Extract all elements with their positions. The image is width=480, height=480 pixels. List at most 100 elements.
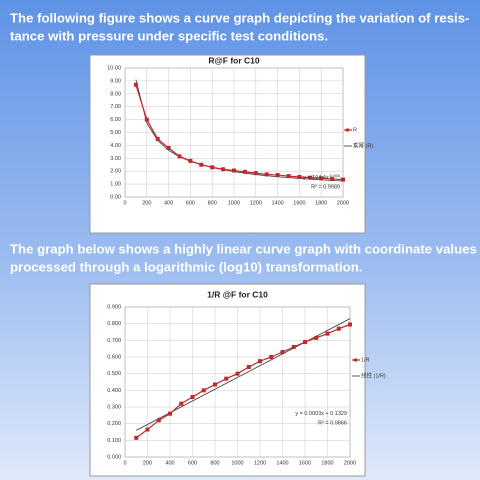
y-tick-label: 6.00 bbox=[110, 117, 121, 123]
x-tick-label: 0 bbox=[123, 460, 126, 466]
data-point bbox=[297, 175, 302, 180]
data-point bbox=[330, 176, 335, 181]
legend-label: 乘幂 (R) bbox=[353, 141, 373, 149]
x-tick-label: 1600 bbox=[293, 200, 305, 206]
r-squared: R² = 0.9866 bbox=[318, 420, 347, 426]
x-tick-label: 1600 bbox=[299, 460, 311, 466]
data-point bbox=[213, 382, 217, 387]
y-tick-label: 0.200 bbox=[107, 421, 121, 427]
data-point bbox=[308, 175, 313, 180]
paragraph-line: processed through a logarithmic (log10) … bbox=[10, 259, 362, 274]
y-tick-label: 0.000 bbox=[107, 454, 121, 460]
equation-exponent: -0.665 bbox=[329, 173, 341, 178]
data-point bbox=[210, 165, 215, 170]
data-point bbox=[319, 176, 324, 181]
y-tick-label: 7.00 bbox=[110, 104, 121, 110]
r-squared: R² = 0.9989 bbox=[311, 184, 340, 190]
x-tick-label: 800 bbox=[208, 200, 217, 206]
y-tick-label: 0.500 bbox=[107, 371, 121, 377]
x-tick-label: 1000 bbox=[231, 460, 243, 466]
y-tick-label: 9.00 bbox=[110, 78, 121, 84]
equation: y = 0.0003x + 0.1329 bbox=[295, 411, 347, 417]
data-point bbox=[280, 350, 285, 354]
x-tick-label: 400 bbox=[164, 200, 173, 206]
y-tick-label: 8.00 bbox=[110, 91, 121, 97]
y-tick-label: 0.400 bbox=[107, 388, 121, 394]
data-point bbox=[269, 355, 274, 359]
y-tick-label: 0.700 bbox=[107, 338, 121, 344]
y-tick-label: 0.900 bbox=[107, 304, 121, 310]
data-point bbox=[291, 345, 296, 349]
data-point bbox=[275, 173, 280, 178]
y-tick-label: 0.100 bbox=[107, 438, 121, 444]
paragraph-line: tance with pressure under specific test … bbox=[10, 28, 328, 43]
x-tick-label: 1200 bbox=[250, 200, 262, 206]
legend-label: R bbox=[353, 127, 357, 133]
equation: y = 194.4x-0.665 bbox=[303, 173, 341, 181]
y-tick-label: 0.00 bbox=[110, 194, 121, 200]
y-tick-label: 10.00 bbox=[107, 65, 121, 71]
data-point bbox=[258, 359, 262, 364]
data-point bbox=[133, 82, 138, 87]
chart-title: 1/R @F for C10 bbox=[207, 289, 268, 299]
data-point bbox=[190, 395, 195, 399]
data-point bbox=[145, 427, 150, 432]
x-tick-label: 800 bbox=[210, 460, 219, 466]
y-tick-label: 0.300 bbox=[107, 404, 121, 410]
x-tick-label: 2000 bbox=[344, 460, 356, 466]
data-point bbox=[224, 376, 229, 381]
x-tick-label: 600 bbox=[186, 200, 195, 206]
legend-label: 线性 (1/R) bbox=[361, 371, 386, 379]
data-point bbox=[348, 322, 352, 327]
x-tick-label: 1800 bbox=[321, 460, 333, 466]
data-point bbox=[264, 172, 269, 177]
x-tick-label: 1200 bbox=[254, 460, 266, 466]
equation-text: y = 194.4x bbox=[303, 175, 329, 181]
paragraph-line: The following figure shows a curve graph… bbox=[10, 10, 469, 25]
data-point bbox=[303, 340, 307, 344]
legend-label: 1/R bbox=[361, 357, 370, 363]
data-point bbox=[166, 145, 171, 150]
data-point bbox=[168, 411, 172, 416]
legend-swatch bbox=[354, 358, 357, 362]
y-tick-label: 1.00 bbox=[110, 182, 121, 188]
x-tick-label: 1000 bbox=[228, 200, 240, 206]
data-point bbox=[341, 177, 345, 182]
data-point bbox=[144, 117, 149, 122]
chart-title: R@F for C10 bbox=[208, 55, 260, 65]
y-tick-label: 2.00 bbox=[110, 169, 121, 175]
data-point bbox=[286, 174, 291, 179]
y-tick-label: 4.00 bbox=[110, 143, 121, 149]
x-tick-label: 200 bbox=[143, 460, 152, 466]
legend-swatch bbox=[346, 128, 349, 132]
y-tick-label: 0.600 bbox=[107, 354, 121, 360]
data-point bbox=[246, 365, 251, 369]
data-point bbox=[253, 171, 258, 176]
x-tick-label: 0 bbox=[123, 200, 126, 206]
equation-text: y = 0.0003x + 0.1329 bbox=[295, 411, 347, 417]
x-tick-label: 1800 bbox=[315, 200, 327, 206]
data-point bbox=[314, 335, 319, 340]
x-tick-label: 1400 bbox=[271, 200, 283, 206]
data-point bbox=[201, 388, 206, 393]
y-tick-label: 0.800 bbox=[107, 321, 121, 327]
data-point bbox=[325, 331, 330, 336]
paragraph-line: The graph below shows a highly linear cu… bbox=[10, 241, 477, 256]
data-point bbox=[221, 167, 226, 172]
data-point bbox=[134, 435, 139, 440]
y-tick-label: 3.00 bbox=[110, 156, 121, 162]
data-point bbox=[177, 154, 182, 159]
x-tick-label: 2000 bbox=[337, 200, 349, 206]
data-point bbox=[155, 136, 160, 141]
data-point bbox=[235, 371, 240, 376]
data-point bbox=[179, 401, 184, 406]
data-point bbox=[336, 326, 341, 331]
x-tick-label: 1400 bbox=[276, 460, 288, 466]
data-point bbox=[199, 162, 204, 167]
data-point bbox=[156, 418, 161, 423]
x-tick-label: 600 bbox=[188, 460, 197, 466]
y-tick-label: 5.00 bbox=[110, 130, 121, 136]
data-point bbox=[242, 169, 247, 174]
data-point bbox=[188, 158, 193, 163]
